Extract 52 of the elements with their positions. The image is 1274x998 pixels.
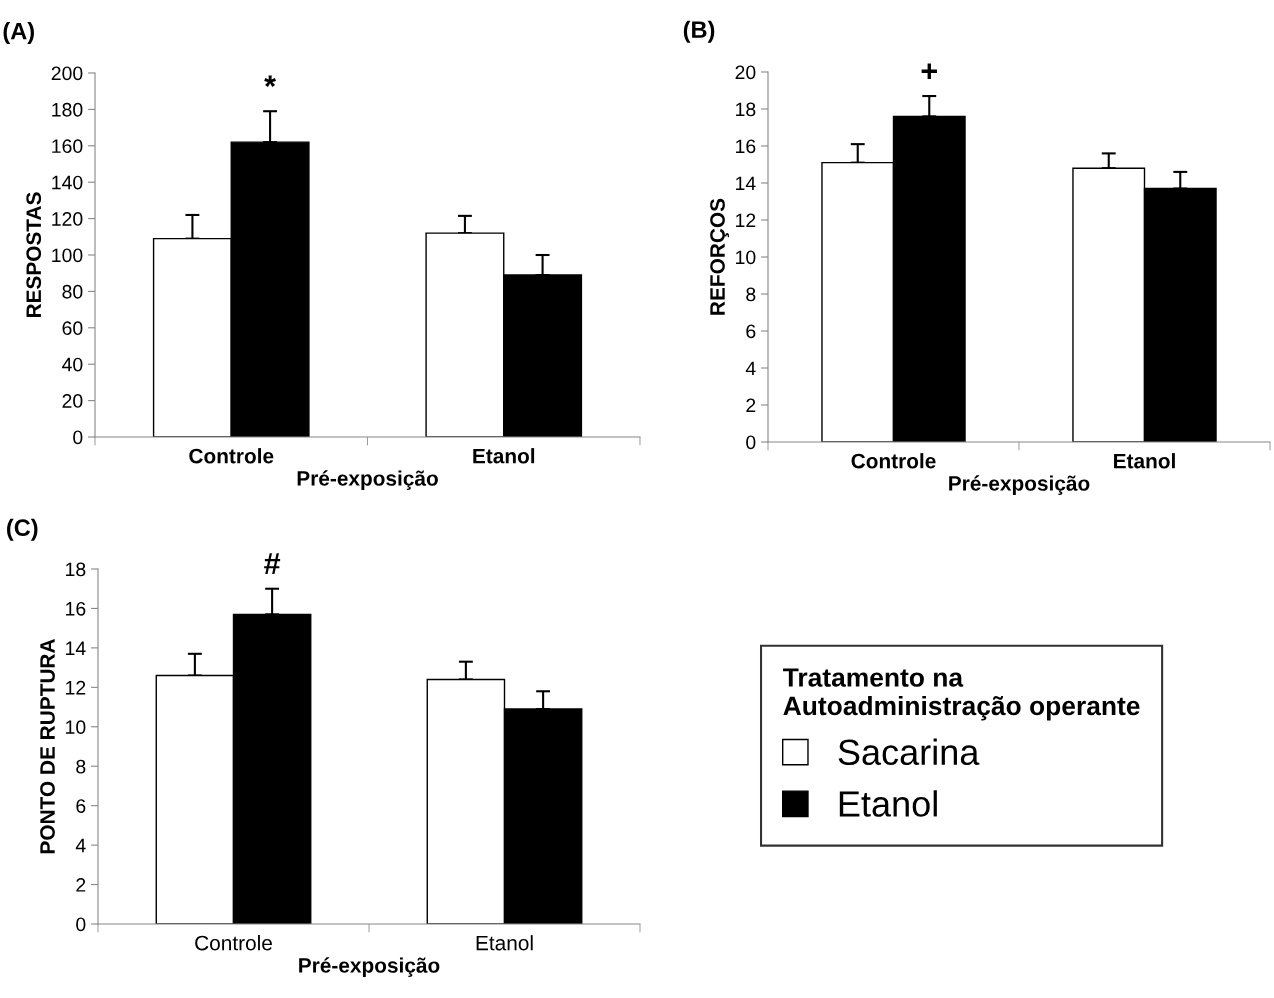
annotation: +	[921, 63, 937, 79]
x-tick-label: Etanol	[1114, 453, 1175, 469]
y-tick-label: 8	[746, 287, 756, 302]
y-tick-label: 14	[736, 176, 756, 191]
y-tick-label: 10	[736, 250, 756, 265]
y-tick-label: 4	[75, 838, 86, 853]
legend-label: Sacarina	[838, 738, 980, 766]
y-tick-label: 120	[52, 212, 83, 226]
y-tick-label: 14	[66, 641, 86, 655]
annotation: #	[264, 553, 281, 575]
y-tick-label: 18	[736, 102, 756, 117]
y-tick-label: 100	[52, 248, 83, 263]
y-tick-label: 6	[76, 799, 86, 813]
y-tick-label: 40	[62, 357, 83, 372]
x-tick-label: Controle	[189, 448, 274, 464]
y-tick-label: 18	[66, 562, 86, 577]
y-tick-label: 140	[52, 175, 83, 190]
chart-title: (C)	[7, 518, 38, 541]
y-tick-label: 8	[76, 759, 86, 774]
y-tick-label: 20	[62, 394, 83, 408]
y-tick-label: 0	[76, 917, 86, 932]
chart-title: (B)	[683, 20, 715, 43]
y-tick-label: 160	[52, 139, 83, 154]
y-tick-label: 12	[736, 213, 756, 228]
y-tick-label: 0	[73, 430, 83, 445]
y-axis-title: PONTO DE RUPTURA	[40, 639, 55, 854]
x-tick-label: Controle	[195, 935, 272, 951]
x-axis-title: Pré-exposição	[949, 475, 1090, 495]
legend-title: Tratamento na Autoadministração operante	[783, 668, 1140, 721]
chart-title: (A)	[3, 22, 34, 45]
y-tick-label: 16	[66, 601, 86, 616]
y-tick-label: 4	[745, 361, 756, 376]
x-axis-title: Pré-exposição	[297, 470, 438, 490]
annotation: *	[264, 75, 276, 87]
y-tick-label: 60	[62, 321, 83, 336]
y-tick-label: 200	[51, 66, 83, 81]
y-tick-label: 0	[746, 435, 756, 450]
x-axis-title: Pré-exposição	[299, 957, 440, 977]
legend-label: Etanol	[839, 790, 937, 817]
y-tick-label: 2	[76, 878, 86, 892]
y-tick-label: 16	[736, 139, 756, 154]
x-tick-label: Controle	[851, 453, 936, 469]
y-axis-title: RESPOSTAS	[26, 192, 42, 318]
y-tick-label: 10	[66, 720, 86, 735]
y-tick-label: 80	[62, 284, 83, 299]
y-tick-label: 6	[746, 324, 756, 339]
y-tick-label: 12	[66, 680, 86, 695]
y-tick-label: 180	[52, 102, 83, 117]
y-tick-label: 20	[735, 65, 756, 80]
x-tick-label: Etanol	[473, 448, 535, 464]
y-tick-label: 2	[746, 398, 756, 413]
y-axis-title: REFORÇOS	[710, 198, 730, 315]
